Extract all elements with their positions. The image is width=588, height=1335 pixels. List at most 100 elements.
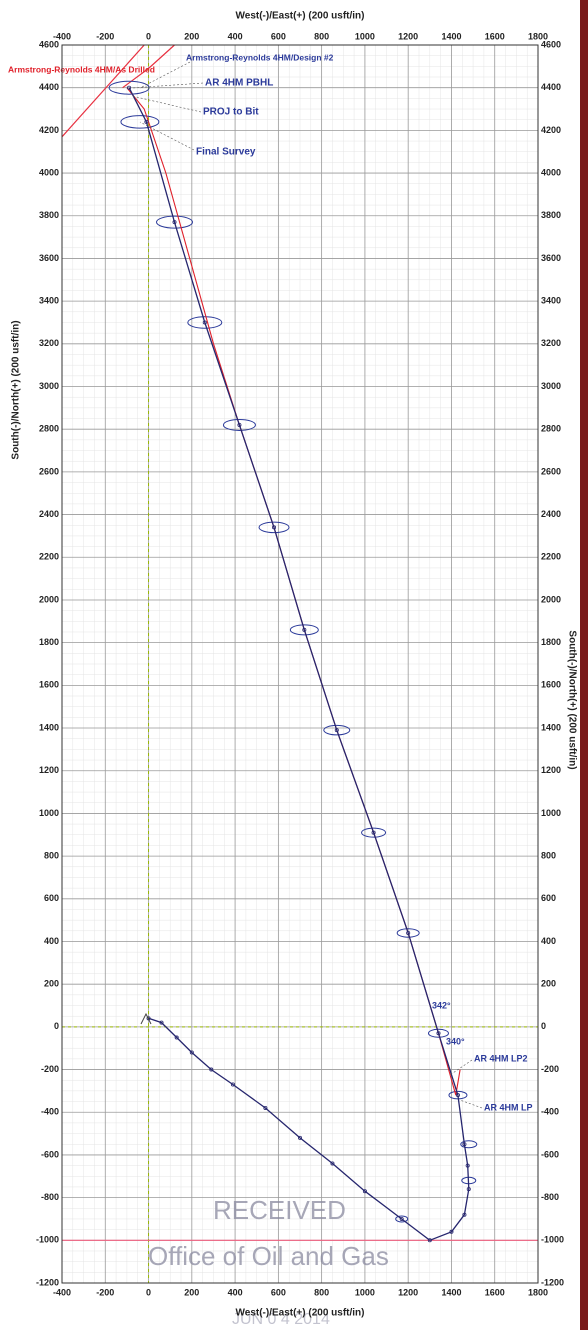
- survey-point: [302, 627, 307, 632]
- y-tick-label: 4000: [541, 167, 561, 177]
- marks: [61, 44, 538, 1243]
- y-tick-label: 3600: [39, 253, 59, 263]
- series-label: Armstrong-Reynolds 4HM/As Drilled: [8, 64, 155, 74]
- survey-point: [462, 1212, 467, 1217]
- y-tick-label: 4600: [39, 39, 59, 49]
- y-tick-label: -1200: [541, 1277, 564, 1287]
- y-tick-label: 2400: [39, 509, 59, 519]
- y-tick-label: 2400: [541, 509, 561, 519]
- well-path: [128, 87, 470, 1242]
- x-tick-label: 1200: [398, 1287, 418, 1297]
- y-tick-label: -800: [41, 1192, 59, 1202]
- survey-point: [462, 1142, 467, 1147]
- y-tick-label: 2000: [541, 594, 561, 604]
- y-tick-label: 3200: [541, 338, 561, 348]
- y-tick-label: 2800: [541, 424, 561, 434]
- y-tick-label: -1200: [36, 1277, 59, 1287]
- error-ellipse: [156, 215, 194, 229]
- boundary-line: [61, 44, 145, 138]
- x-tick-label: 1800: [528, 31, 548, 41]
- x-tick-label: -400: [53, 31, 71, 41]
- error-ellipse: [108, 80, 150, 95]
- survey-point: [427, 1238, 432, 1243]
- y-tick-label: 0: [54, 1021, 59, 1031]
- leader-line: [139, 61, 191, 89]
- y-tick-label: 2600: [541, 466, 561, 476]
- survey-point: [159, 1020, 164, 1025]
- error-ellipse: [396, 928, 420, 938]
- x-tick-label: 1000: [355, 31, 375, 41]
- error-ellipse: [460, 1140, 478, 1149]
- survey-point: [330, 1161, 335, 1166]
- survey-point: [371, 830, 376, 835]
- survey-point: [436, 1031, 441, 1036]
- x-tick-label: 1400: [441, 1287, 461, 1297]
- y-tick-label: 3000: [39, 381, 59, 391]
- y-tick-label: 1200: [39, 765, 59, 775]
- x-tick-label: 200: [184, 1287, 199, 1297]
- error-ellipse: [258, 521, 290, 534]
- y-tick-label: 4400: [39, 82, 59, 92]
- annotation: AR 4HM PBHL: [205, 78, 273, 89]
- y-tick-label: 200: [44, 979, 59, 989]
- y-tick-label: 2800: [39, 424, 59, 434]
- x-tick-label: -400: [53, 1287, 71, 1297]
- survey-point: [230, 1082, 235, 1087]
- x-tick-label: -200: [96, 31, 114, 41]
- y-tick-label: 3000: [541, 381, 561, 391]
- y-tick-label: 1400: [39, 722, 59, 732]
- stamp-text: RECEIVED: [213, 1195, 346, 1225]
- y-tick-label: 800: [541, 850, 556, 860]
- y-tick-label: 1000: [39, 808, 59, 818]
- y-tick-label: 3600: [541, 253, 561, 263]
- x-tick-label: 600: [271, 31, 286, 41]
- y-tick-label: 4200: [39, 125, 59, 135]
- x-tick-label: 0: [146, 31, 151, 41]
- y-tick-label: 1800: [39, 637, 59, 647]
- error-ellipse: [289, 624, 319, 636]
- y-tick-label: 1400: [541, 722, 561, 732]
- error-ellipse: [361, 827, 387, 838]
- survey-point: [209, 1067, 214, 1072]
- y-tick-label: 4400: [541, 82, 561, 92]
- y-tick-label: 2200: [39, 552, 59, 562]
- error-ellipse: [222, 418, 256, 431]
- x-tick-label: 800: [314, 1287, 329, 1297]
- x-tick-label: 1000: [355, 1287, 375, 1297]
- y-tick-label: 1600: [39, 680, 59, 690]
- annotation: Final Survey: [196, 147, 256, 158]
- x-tick-label: 1600: [485, 1287, 505, 1297]
- x-axis-label-bottom: West(-)/East(+) (200 usft/in): [236, 1308, 365, 1319]
- y-tick-label: 400: [44, 936, 59, 946]
- y-tick-label: -800: [541, 1192, 559, 1202]
- y-tick-label: 2600: [39, 466, 59, 476]
- x-tick-label: 200: [184, 31, 199, 41]
- y-tick-label: 4200: [541, 125, 561, 135]
- y-tick-label: 4000: [39, 167, 59, 177]
- x-tick-label: 600: [271, 1287, 286, 1297]
- leader-line: [449, 1059, 473, 1076]
- survey-point: [202, 320, 207, 325]
- survey-point: [399, 1216, 404, 1221]
- y-tick-label: 800: [44, 850, 59, 860]
- y-tick-label: 1000: [541, 808, 561, 818]
- survey-point: [334, 728, 339, 733]
- survey-point: [263, 1105, 268, 1110]
- y-tick-label: 3800: [541, 210, 561, 220]
- y-tick-label: -600: [41, 1149, 59, 1159]
- survey-point: [189, 1050, 194, 1055]
- survey-point: [127, 85, 132, 90]
- annotation: 342°: [432, 1000, 451, 1010]
- grid: [61, 44, 539, 1284]
- y-tick-label: 3400: [541, 296, 561, 306]
- annotation: AR 4HM LP: [484, 1102, 533, 1112]
- x-tick-label: 1400: [441, 31, 461, 41]
- survey-point: [174, 1035, 179, 1040]
- x-tick-label: 1600: [485, 31, 505, 41]
- y-tick-label: 4600: [541, 39, 561, 49]
- y-tick-label: 2200: [541, 552, 561, 562]
- series-label: Armstrong-Reynolds 4HM/Design #2: [186, 52, 334, 62]
- x-tick-label: 1200: [398, 31, 418, 41]
